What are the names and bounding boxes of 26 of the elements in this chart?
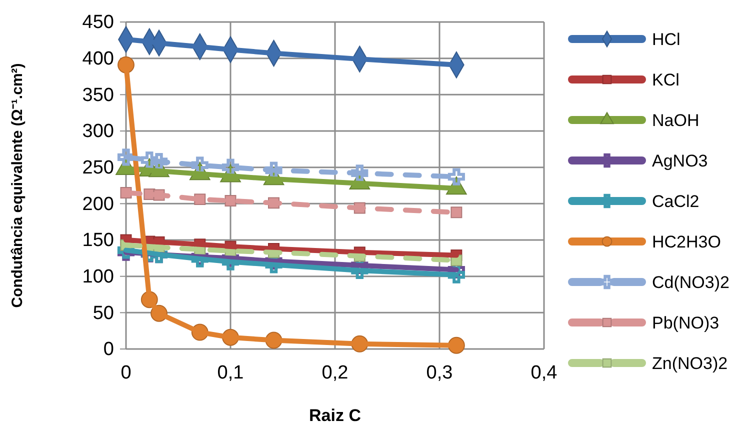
y-tick-label: 200 [82, 194, 114, 215]
legend-label: Zn(NO3)2 [652, 354, 728, 373]
y-tick-label: 0 [103, 339, 114, 360]
x-tick-label: 0,2 [322, 362, 348, 384]
y-tick-label: 350 [82, 84, 114, 106]
y-tick-label: 300 [82, 121, 114, 142]
y-tick-label: 100 [82, 266, 114, 288]
x-tick-label: 0 [120, 362, 132, 384]
x-tick-label: 0,3 [426, 362, 453, 384]
legend-label: Cd(NO3)2 [652, 273, 730, 292]
legend-label: Pb(NO)3 [652, 314, 720, 332]
y-tick-label: 450 [82, 12, 114, 34]
legend-label: AgNO3 [652, 152, 708, 170]
legend-label: HC2H3O [652, 232, 721, 252]
x-tick-label: 0,1 [217, 362, 244, 384]
y-tick-label: 400 [82, 48, 114, 70]
legend-label: CaCl2 [652, 192, 700, 211]
legend-label: HCl [652, 30, 680, 49]
legend-label: NaOH [652, 111, 700, 130]
y-tick-label: 250 [82, 157, 114, 178]
y-tick-label: 150 [82, 230, 114, 252]
x-tick-label: 0,4 [530, 362, 558, 384]
x-axis-title: Raiz C [309, 406, 361, 425]
y-tick-label: 50 [92, 302, 114, 324]
y-axis-title: Condutância equivalente (Ω⁻¹.cm²) [9, 63, 26, 308]
legend-label: KCl [652, 70, 680, 90]
